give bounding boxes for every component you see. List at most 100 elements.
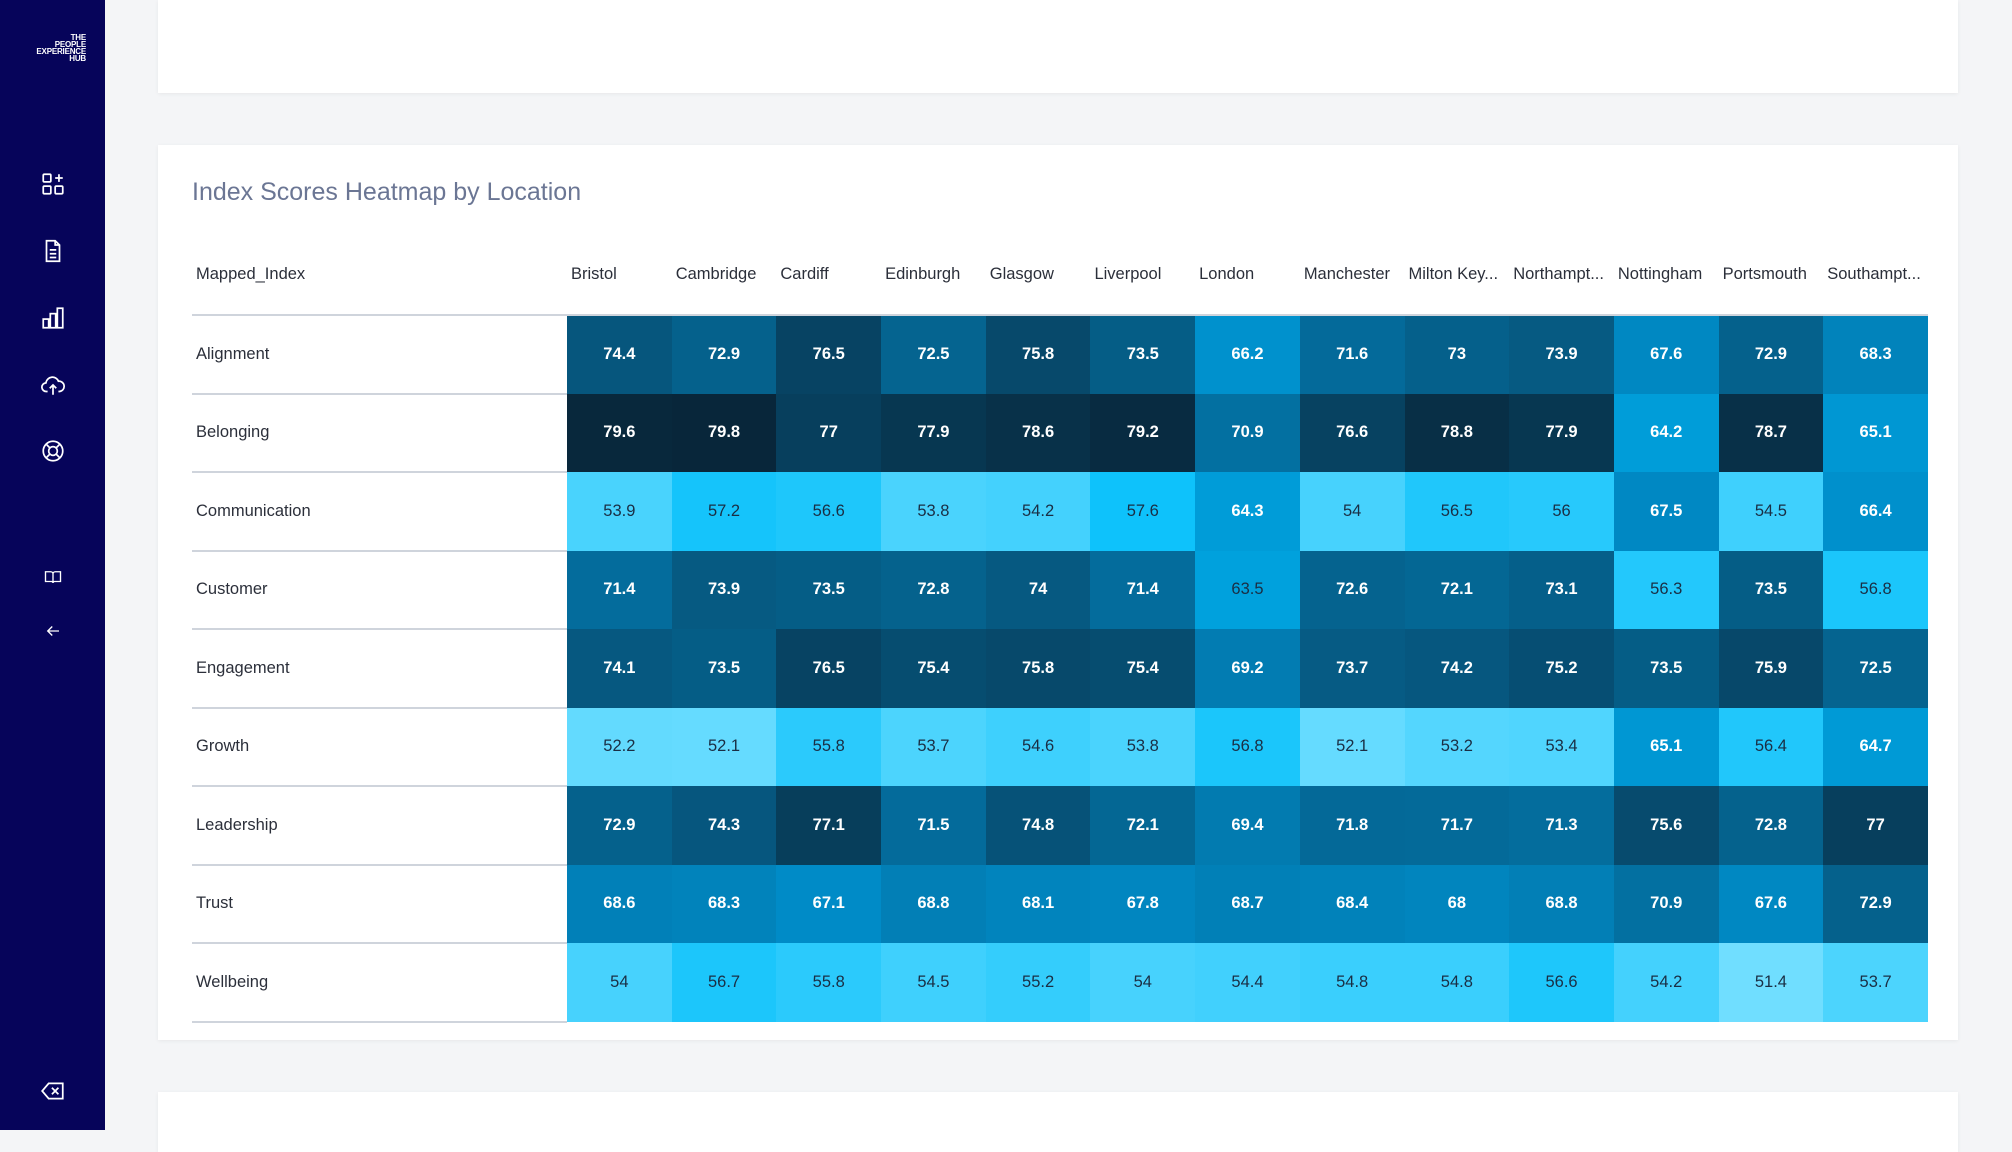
heatmap-cell[interactable]: 68.4 xyxy=(1299,864,1405,943)
heatmap-cell[interactable]: 76.5 xyxy=(776,629,882,708)
heatmap-cell[interactable]: 70.9 xyxy=(1613,864,1719,943)
heatmap-cell[interactable]: 63.5 xyxy=(1195,550,1300,629)
heatmap-cell[interactable]: 53.7 xyxy=(881,707,986,786)
heatmap-cell[interactable]: 67.6 xyxy=(1613,315,1719,394)
heatmap-cell[interactable]: 56.6 xyxy=(776,472,882,551)
heatmap-cell[interactable]: 68.7 xyxy=(1195,864,1300,943)
heatmap-cell[interactable]: 72.9 xyxy=(1718,315,1824,394)
heatmap-cell[interactable]: 64.7 xyxy=(1823,707,1928,786)
heatmap-cell[interactable]: 56.8 xyxy=(1195,707,1300,786)
heatmap-cell[interactable]: 74.2 xyxy=(1404,629,1510,708)
heatmap-cell[interactable]: 78.6 xyxy=(985,393,1091,472)
heatmap-cell[interactable]: 72.9 xyxy=(567,786,672,865)
heatmap-cell[interactable]: 55.2 xyxy=(985,943,1091,1022)
heatmap-cell[interactable]: 72.5 xyxy=(881,315,986,394)
heatmap-cell[interactable]: 55.8 xyxy=(776,943,882,1022)
heatmap-cell[interactable]: 53.2 xyxy=(1404,707,1510,786)
heatmap-cell[interactable]: 74 xyxy=(985,550,1091,629)
heatmap-cell[interactable]: 54 xyxy=(1299,472,1405,551)
app-logo[interactable]: THE PEOPLE EXPERIENCE HUB xyxy=(22,34,86,63)
heatmap-cell[interactable]: 71.4 xyxy=(567,550,672,629)
heatmap-cell[interactable]: 71.7 xyxy=(1404,786,1510,865)
heatmap-cell[interactable]: 72.1 xyxy=(1404,550,1510,629)
heatmap-cell[interactable]: 54.5 xyxy=(1718,472,1824,551)
heatmap-cell[interactable]: 68.3 xyxy=(1823,315,1928,394)
heatmap-cell[interactable]: 56.5 xyxy=(1404,472,1510,551)
heatmap-cell[interactable]: 77.9 xyxy=(1509,393,1614,472)
heatmap-cell[interactable]: 75.9 xyxy=(1718,629,1824,708)
heatmap-cell[interactable]: 78.8 xyxy=(1404,393,1510,472)
heatmap-cell[interactable]: 56.3 xyxy=(1613,550,1719,629)
heatmap-cell[interactable]: 53.8 xyxy=(881,472,986,551)
heatmap-cell[interactable]: 64.2 xyxy=(1613,393,1719,472)
heatmap-cell[interactable]: 72.6 xyxy=(1299,550,1405,629)
heatmap-cell[interactable]: 71.3 xyxy=(1509,786,1614,865)
heatmap-cell[interactable]: 72.8 xyxy=(881,550,986,629)
heatmap-cell[interactable]: 73.5 xyxy=(1718,550,1824,629)
heatmap-cell[interactable]: 79.6 xyxy=(567,393,672,472)
heatmap-cell[interactable]: 56.6 xyxy=(1509,943,1614,1022)
heatmap-cell[interactable]: 72.9 xyxy=(671,315,777,394)
heatmap-cell[interactable]: 73.5 xyxy=(1613,629,1719,708)
heatmap-cell[interactable]: 75.4 xyxy=(1090,629,1196,708)
heatmap-cell[interactable]: 74.4 xyxy=(567,315,672,394)
heatmap-cell[interactable]: 68.8 xyxy=(1509,864,1614,943)
heatmap-cell[interactable]: 66.4 xyxy=(1823,472,1928,551)
heatmap-cell[interactable]: 53.9 xyxy=(567,472,672,551)
heatmap-cell[interactable]: 56 xyxy=(1509,472,1614,551)
heatmap-cell[interactable]: 73.9 xyxy=(1509,315,1614,394)
heatmap-cell[interactable]: 69.2 xyxy=(1195,629,1300,708)
heatmap-cell[interactable]: 54 xyxy=(1090,943,1196,1022)
heatmap-cell[interactable]: 79.8 xyxy=(671,393,777,472)
heatmap-cell[interactable]: 68.3 xyxy=(671,864,777,943)
heatmap-cell[interactable]: 56.7 xyxy=(671,943,777,1022)
heatmap-cell[interactable]: 78.7 xyxy=(1718,393,1824,472)
heatmap-cell[interactable]: 52.2 xyxy=(567,707,672,786)
heatmap-cell[interactable]: 55.8 xyxy=(776,707,882,786)
heatmap-cell[interactable]: 54.5 xyxy=(881,943,986,1022)
heatmap-cell[interactable]: 68.1 xyxy=(985,864,1091,943)
heatmap-cell[interactable]: 75.8 xyxy=(985,315,1091,394)
heatmap-cell[interactable]: 73.7 xyxy=(1299,629,1405,708)
heatmap-cell[interactable]: 67.1 xyxy=(776,864,882,943)
heatmap-cell[interactable]: 53.8 xyxy=(1090,707,1196,786)
heatmap-cell[interactable]: 74.1 xyxy=(567,629,672,708)
heatmap-cell[interactable]: 73.9 xyxy=(671,550,777,629)
heatmap-cell[interactable]: 67.5 xyxy=(1613,472,1719,551)
heatmap-cell[interactable]: 51.4 xyxy=(1718,943,1824,1022)
book-icon[interactable] xyxy=(36,560,70,594)
heatmap-cell[interactable]: 64.3 xyxy=(1195,472,1300,551)
cloud-upload-icon[interactable] xyxy=(36,368,70,402)
heatmap-cell[interactable]: 57.2 xyxy=(671,472,777,551)
heatmap-cell[interactable]: 54.2 xyxy=(1613,943,1719,1022)
heatmap-cell[interactable]: 52.1 xyxy=(671,707,777,786)
heatmap-cell[interactable]: 68.6 xyxy=(567,864,672,943)
heatmap-cell[interactable]: 73.5 xyxy=(1090,315,1196,394)
heatmap-cell[interactable]: 53.4 xyxy=(1509,707,1614,786)
heatmap-cell[interactable]: 71.4 xyxy=(1090,550,1196,629)
dashboard-add-icon[interactable] xyxy=(36,167,70,201)
heatmap-cell[interactable]: 65.1 xyxy=(1613,707,1719,786)
heatmap-cell[interactable]: 72.9 xyxy=(1823,864,1928,943)
heatmap-cell[interactable]: 75.6 xyxy=(1613,786,1719,865)
heatmap-cell[interactable]: 77 xyxy=(1823,786,1928,865)
heatmap-cell[interactable]: 74.8 xyxy=(985,786,1091,865)
heatmap-cell[interactable]: 77.9 xyxy=(881,393,986,472)
heatmap-cell[interactable]: 79.2 xyxy=(1090,393,1196,472)
support-lifebuoy-icon[interactable] xyxy=(36,434,70,468)
heatmap-cell[interactable]: 72.5 xyxy=(1823,629,1928,708)
heatmap-cell[interactable]: 52.1 xyxy=(1299,707,1405,786)
heatmap-cell[interactable]: 69.4 xyxy=(1195,786,1300,865)
heatmap-cell[interactable]: 54.2 xyxy=(985,472,1091,551)
heatmap-cell[interactable]: 67.6 xyxy=(1718,864,1824,943)
heatmap-cell[interactable]: 66.2 xyxy=(1195,315,1300,394)
heatmap-cell[interactable]: 75.4 xyxy=(881,629,986,708)
heatmap-cell[interactable]: 71.8 xyxy=(1299,786,1405,865)
heatmap-cell[interactable]: 71.6 xyxy=(1299,315,1405,394)
backspace-icon[interactable] xyxy=(36,1074,70,1108)
document-icon[interactable] xyxy=(36,234,70,268)
heatmap-cell[interactable]: 76.5 xyxy=(776,315,882,394)
heatmap-cell[interactable]: 57.6 xyxy=(1090,472,1196,551)
heatmap-cell[interactable]: 54.8 xyxy=(1404,943,1510,1022)
heatmap-cell[interactable]: 68.8 xyxy=(881,864,986,943)
